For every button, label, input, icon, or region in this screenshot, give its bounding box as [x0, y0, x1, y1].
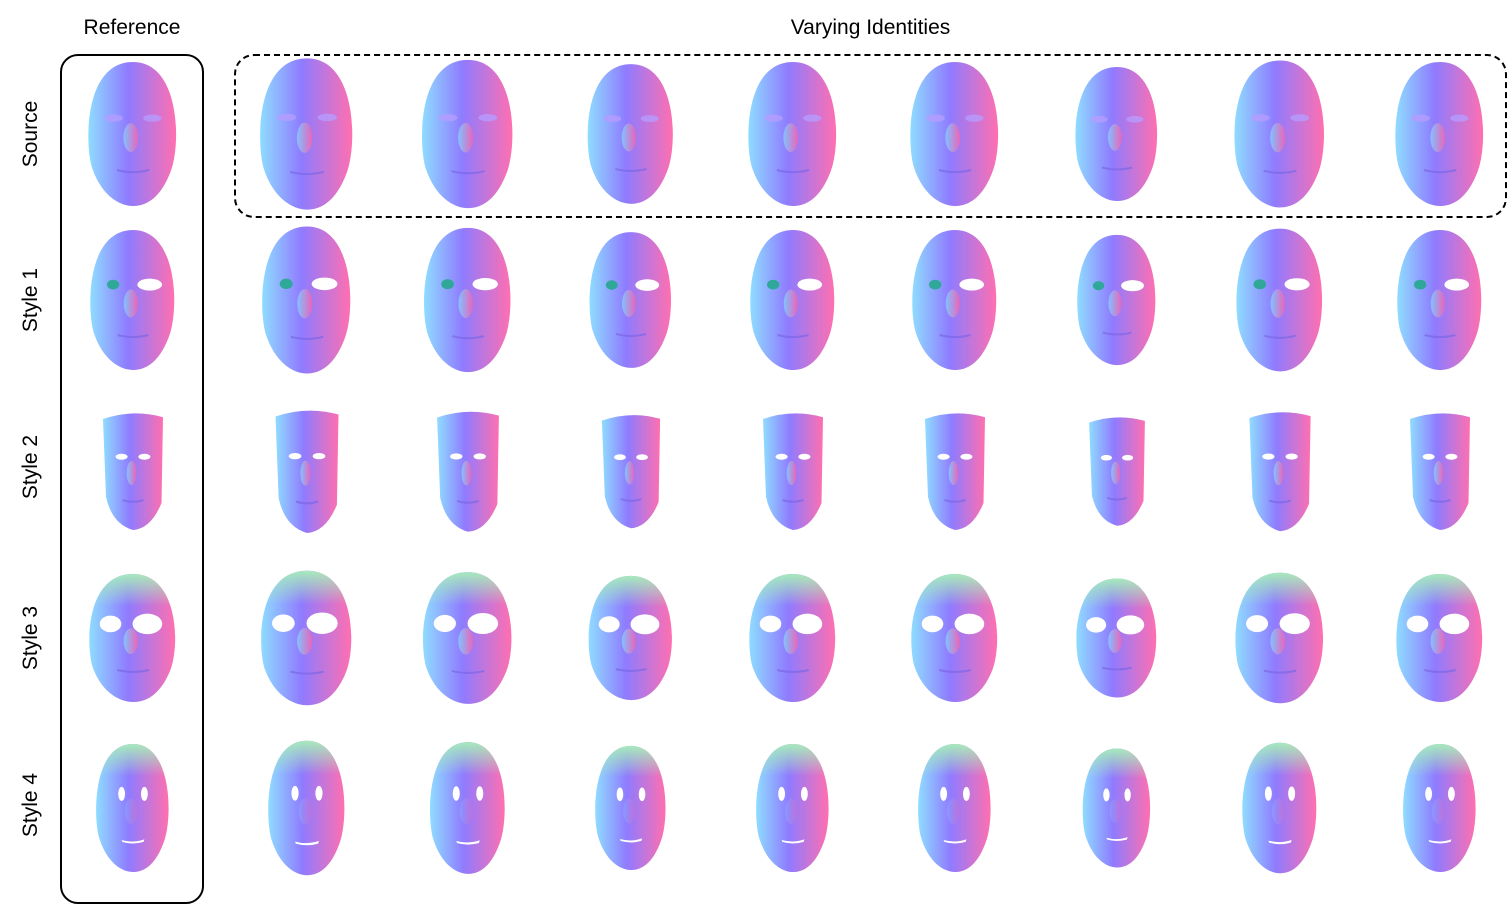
- face-style4-identity-1: [268, 740, 345, 876]
- face-style2-identity-6: [1089, 417, 1145, 526]
- face-style1-identity-8: [1397, 230, 1482, 370]
- face-style1-identity-1: [262, 226, 351, 374]
- face-style3-identity-4: [749, 574, 836, 702]
- face-style3-identity-2: [422, 572, 512, 704]
- face-style2-identity-4: [763, 413, 823, 530]
- face-style2-identity-8: [1410, 413, 1470, 530]
- face-source-identity-1: [260, 58, 353, 210]
- face-style4-identity-4: [756, 744, 829, 872]
- reference-column-title: Reference: [83, 16, 181, 39]
- face-source-reference: [88, 62, 177, 206]
- face-style3-identity-8: [1396, 574, 1483, 702]
- face-style2-identity-1: [275, 410, 339, 533]
- face-source-identity-3: [587, 64, 673, 204]
- face-style2-identity-3: [601, 415, 661, 529]
- face-style4-identity-7: [1242, 742, 1317, 874]
- face-style4-identity-8: [1403, 744, 1476, 872]
- face-style3-identity-5: [911, 574, 998, 702]
- reference-frame: [60, 54, 204, 904]
- face-style1-identity-2: [423, 227, 511, 373]
- face-style3-identity-6: [1076, 578, 1157, 698]
- source-identities-frame: [234, 54, 1507, 218]
- face-style1-identity-5: [912, 230, 997, 370]
- face-style1-identity-7: [1236, 228, 1323, 372]
- face-style4-identity-3: [595, 745, 666, 871]
- face-style2-identity-5: [925, 413, 985, 530]
- face-style2-identity-7: [1249, 412, 1311, 532]
- face-style3-identity-3: [588, 575, 672, 701]
- face-style1-identity-3: [589, 232, 671, 368]
- face-style4-identity-2: [429, 742, 505, 874]
- face-style2-identity-2: [437, 411, 499, 532]
- face-source-identity-2: [421, 59, 513, 209]
- face-source-identity-6: [1075, 67, 1158, 201]
- face-style1-identity-6: [1077, 234, 1156, 366]
- face-source-identity-8: [1395, 62, 1484, 206]
- face-style4-identity-6: [1082, 748, 1151, 868]
- varying-identities-title: Varying Identities: [790, 16, 951, 39]
- face-style3-reference: [89, 574, 176, 702]
- face-source-identity-4: [748, 62, 837, 206]
- face-style1-reference: [90, 230, 175, 370]
- face-style3-identity-7: [1235, 572, 1324, 704]
- face-style3-identity-1: [261, 570, 352, 706]
- face-source-identity-7: [1234, 60, 1324, 208]
- face-style4-identity-5: [918, 744, 991, 872]
- face-style1-identity-4: [750, 230, 835, 370]
- face-style2-reference: [103, 413, 163, 530]
- face-source-identity-5: [910, 62, 999, 206]
- face-style4-reference: [96, 744, 169, 872]
